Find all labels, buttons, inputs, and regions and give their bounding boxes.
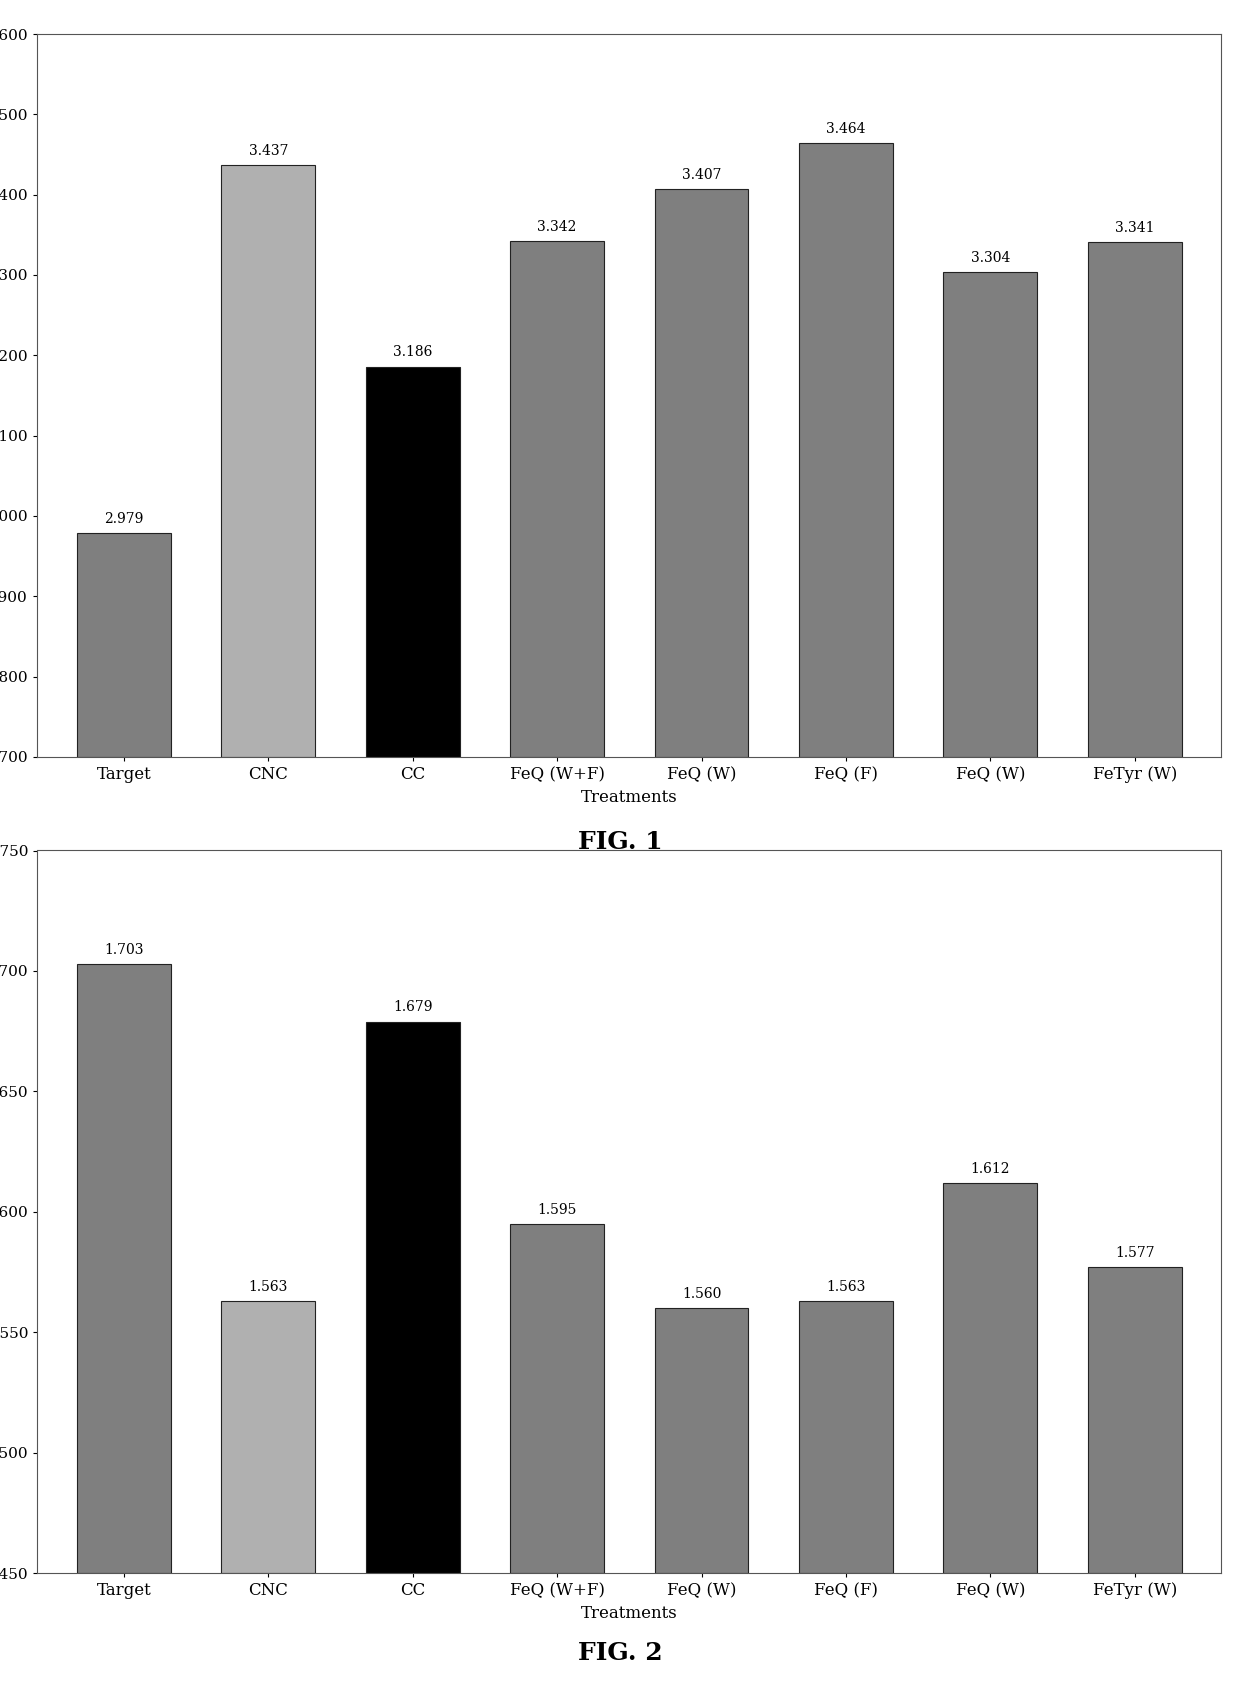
Bar [77, 532, 171, 757]
Bar [366, 1022, 460, 1573]
Bar [221, 165, 315, 757]
Text: 1.703: 1.703 [104, 942, 144, 956]
Text: FIG. 2: FIG. 2 [578, 1641, 662, 1665]
X-axis label: Treatments: Treatments [580, 1606, 678, 1623]
Bar [655, 1308, 749, 1573]
Text: 3.437: 3.437 [248, 143, 288, 158]
Text: 1.563: 1.563 [826, 1279, 866, 1294]
Bar [944, 272, 1038, 757]
Bar [1087, 242, 1182, 757]
Bar [799, 1301, 893, 1573]
Text: 1.563: 1.563 [248, 1279, 288, 1294]
Text: 1.577: 1.577 [1115, 1247, 1154, 1260]
Bar [366, 366, 460, 757]
Text: 3.464: 3.464 [826, 122, 866, 136]
Text: 3.407: 3.407 [682, 168, 722, 182]
Text: 2.979: 2.979 [104, 512, 144, 526]
Bar [1087, 1267, 1182, 1573]
Text: 3.186: 3.186 [393, 345, 433, 359]
Text: 1.595: 1.595 [537, 1203, 577, 1216]
Bar [221, 1301, 315, 1573]
Text: 3.342: 3.342 [537, 219, 577, 235]
Text: 1.560: 1.560 [682, 1288, 722, 1301]
Text: 3.341: 3.341 [1115, 221, 1154, 235]
Bar [77, 964, 171, 1573]
Text: 1.679: 1.679 [393, 1000, 433, 1014]
Text: FIG. 1: FIG. 1 [578, 830, 662, 854]
X-axis label: Treatments: Treatments [580, 789, 678, 806]
Bar [944, 1184, 1038, 1573]
Text: 3.304: 3.304 [971, 250, 1011, 265]
Bar [655, 189, 749, 757]
Bar [510, 1225, 604, 1573]
Bar [799, 143, 893, 757]
Bar [510, 242, 604, 757]
Text: 1.612: 1.612 [971, 1162, 1011, 1175]
